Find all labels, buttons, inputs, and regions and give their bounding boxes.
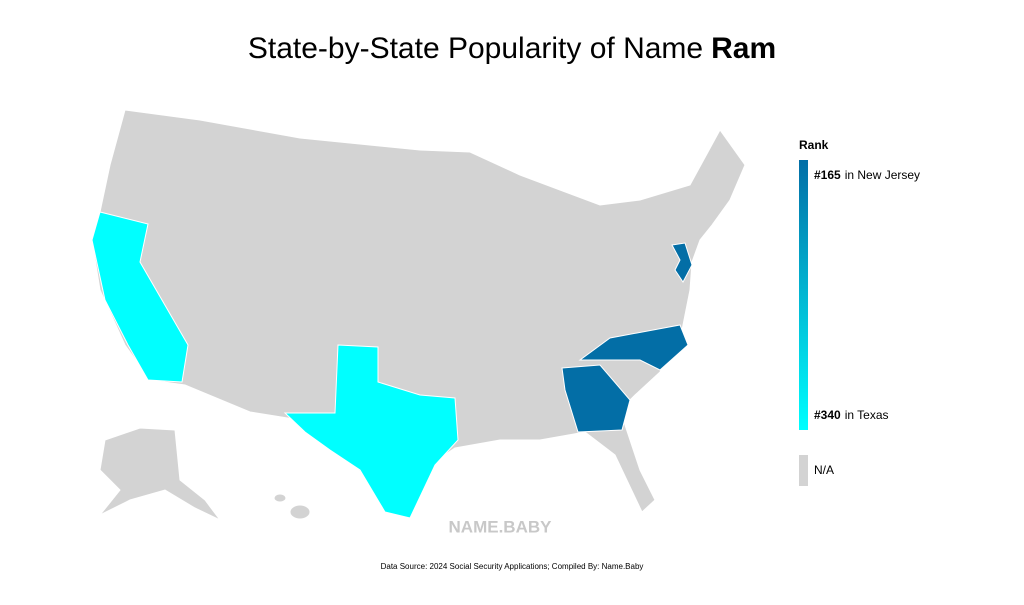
legend-na-swatch [799,455,808,486]
title: State-by-State Popularity of Name Ram [248,32,776,65]
watermark: NAME.BABY [449,517,553,536]
legend-rank: #340 [814,408,841,422]
state-highlight [671,242,693,283]
title-text: State-by-State Popularity of Name [248,32,703,65]
legend-bottom: #340 in Texas [814,408,889,422]
alaska [99,427,221,521]
legend: Rank #165 in New Jersey #340 in Texas N/A [799,138,920,486]
state-highlight [561,364,631,433]
legend-rank: #165 [814,168,841,182]
hawaii [289,504,311,520]
map [91,109,746,521]
title-name: Ram [711,32,776,65]
legend-label: in Texas [845,408,889,422]
state-highlight [91,211,189,383]
hawaii [273,493,287,503]
legend-gradient [799,160,808,430]
legend-label: in New Jersey [845,168,920,182]
legend-na: N/A [814,463,834,477]
state-highlight [283,344,459,519]
state-highlight [578,324,689,371]
source-note: Data Source: 2024 Social Security Applic… [381,562,644,571]
legend-heading: Rank [799,138,829,152]
legend-top: #165 in New Jersey [814,168,920,182]
